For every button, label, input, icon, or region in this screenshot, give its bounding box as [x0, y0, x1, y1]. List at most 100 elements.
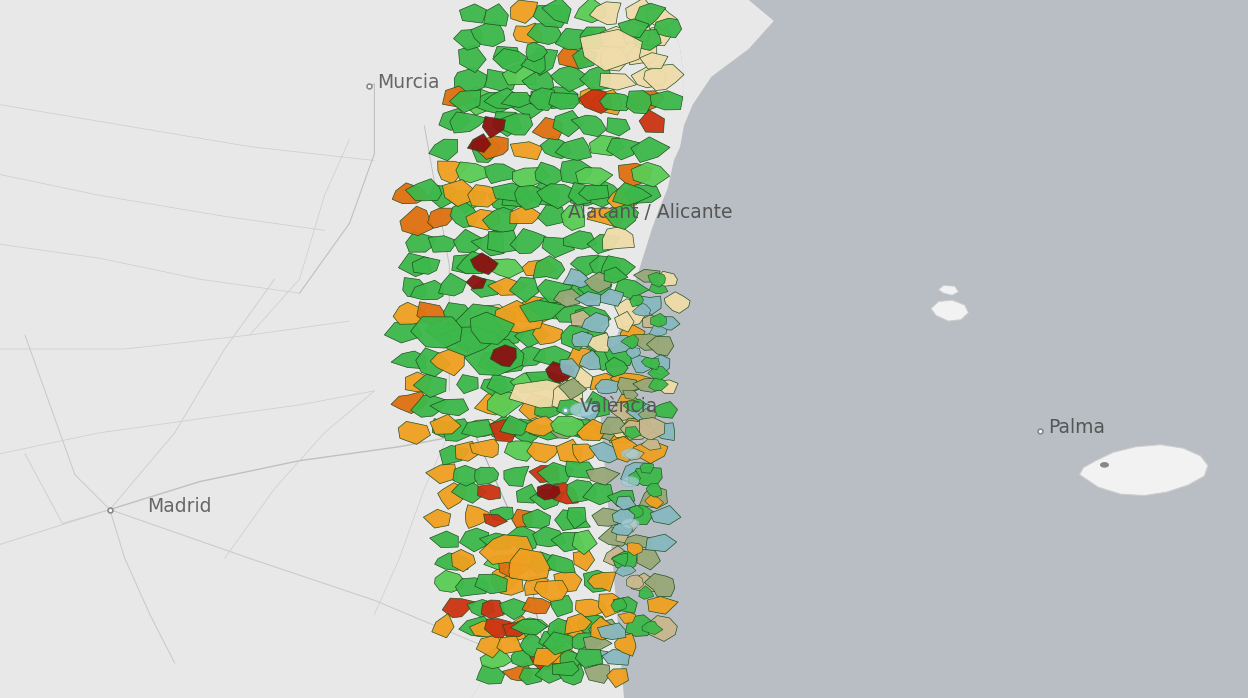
Polygon shape [562, 325, 589, 350]
Polygon shape [565, 461, 594, 478]
Polygon shape [449, 190, 485, 213]
Polygon shape [520, 52, 545, 74]
Polygon shape [557, 399, 584, 415]
Polygon shape [429, 415, 461, 434]
Polygon shape [649, 285, 668, 294]
Polygon shape [572, 530, 598, 555]
Polygon shape [625, 91, 665, 110]
Polygon shape [644, 574, 675, 597]
Polygon shape [392, 183, 428, 204]
Polygon shape [534, 581, 568, 602]
Polygon shape [573, 444, 598, 463]
Polygon shape [426, 464, 457, 484]
Polygon shape [630, 355, 658, 373]
Polygon shape [453, 29, 483, 50]
Polygon shape [544, 87, 578, 109]
Polygon shape [530, 297, 560, 319]
Polygon shape [650, 505, 681, 525]
Polygon shape [406, 372, 432, 392]
Polygon shape [449, 112, 487, 133]
Polygon shape [633, 378, 664, 392]
Polygon shape [509, 380, 572, 408]
Polygon shape [423, 510, 451, 528]
Polygon shape [654, 18, 681, 38]
Polygon shape [649, 376, 668, 391]
Polygon shape [494, 325, 524, 345]
Polygon shape [539, 630, 568, 649]
Polygon shape [470, 22, 505, 47]
Text: València: València [580, 396, 659, 416]
Polygon shape [436, 327, 500, 357]
Polygon shape [614, 311, 634, 332]
Polygon shape [398, 253, 432, 276]
Polygon shape [456, 578, 489, 596]
Polygon shape [625, 0, 654, 26]
Polygon shape [583, 484, 614, 505]
Polygon shape [641, 357, 660, 370]
Polygon shape [411, 395, 448, 417]
Polygon shape [589, 89, 623, 115]
Polygon shape [575, 599, 607, 617]
Polygon shape [533, 648, 562, 667]
Polygon shape [416, 348, 451, 377]
Polygon shape [634, 3, 666, 28]
Polygon shape [588, 572, 617, 592]
Polygon shape [604, 204, 639, 230]
Polygon shape [472, 398, 624, 698]
Polygon shape [417, 302, 448, 325]
Polygon shape [613, 510, 635, 525]
Polygon shape [432, 614, 454, 638]
Polygon shape [590, 373, 620, 389]
Polygon shape [580, 27, 612, 49]
Polygon shape [457, 251, 492, 274]
Polygon shape [614, 299, 646, 327]
Polygon shape [553, 662, 579, 676]
Polygon shape [578, 278, 612, 301]
Polygon shape [457, 375, 478, 394]
Polygon shape [517, 296, 554, 323]
Polygon shape [624, 504, 655, 524]
Polygon shape [584, 272, 612, 292]
Polygon shape [487, 374, 517, 394]
Polygon shape [555, 29, 595, 50]
Polygon shape [537, 462, 573, 484]
Polygon shape [629, 471, 640, 486]
Polygon shape [452, 482, 487, 503]
Polygon shape [646, 616, 678, 641]
Polygon shape [639, 486, 668, 508]
Polygon shape [475, 92, 512, 114]
Polygon shape [517, 618, 549, 640]
Polygon shape [469, 621, 504, 637]
Polygon shape [533, 322, 563, 345]
Polygon shape [649, 91, 683, 110]
Polygon shape [431, 348, 464, 376]
Polygon shape [500, 616, 538, 641]
Polygon shape [554, 289, 580, 307]
Polygon shape [600, 255, 635, 280]
Polygon shape [512, 346, 545, 366]
Polygon shape [544, 554, 575, 573]
Polygon shape [459, 4, 487, 23]
Polygon shape [938, 285, 958, 295]
Polygon shape [567, 633, 602, 652]
Polygon shape [570, 310, 593, 327]
Polygon shape [651, 355, 670, 376]
Polygon shape [502, 191, 538, 207]
Polygon shape [660, 316, 680, 330]
Polygon shape [533, 255, 565, 279]
Polygon shape [607, 118, 630, 136]
Polygon shape [503, 623, 530, 637]
Polygon shape [456, 441, 479, 461]
Polygon shape [649, 325, 666, 336]
Polygon shape [626, 401, 649, 422]
Polygon shape [638, 408, 656, 421]
Polygon shape [567, 480, 597, 503]
Polygon shape [612, 436, 640, 462]
Polygon shape [623, 418, 646, 434]
Polygon shape [474, 392, 512, 415]
Polygon shape [497, 636, 523, 653]
Polygon shape [615, 532, 628, 543]
Polygon shape [499, 598, 530, 620]
Polygon shape [487, 347, 528, 373]
Polygon shape [540, 136, 572, 158]
